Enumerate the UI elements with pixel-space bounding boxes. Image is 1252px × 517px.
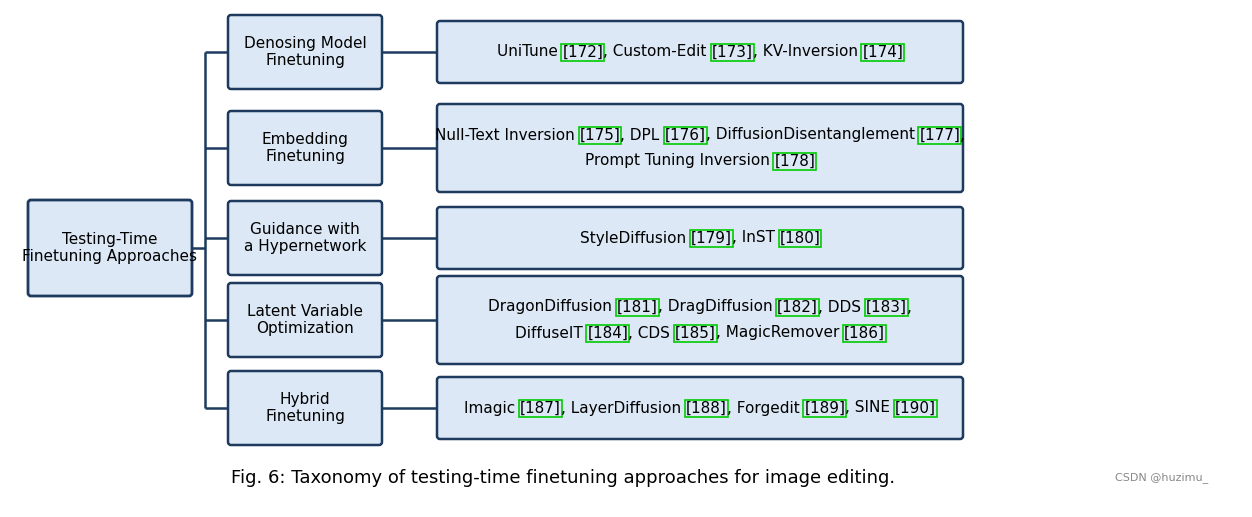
Text: [180]: [180]	[780, 231, 820, 246]
Text: Guidance with
a Hypernetwork: Guidance with a Hypernetwork	[244, 222, 366, 254]
Text: , DragDiffusion: , DragDiffusion	[657, 299, 777, 314]
Text: DiffuseIT: DiffuseIT	[515, 326, 587, 341]
Text: Denosing Model
Finetuning: Denosing Model Finetuning	[244, 36, 367, 68]
Text: Imagic: Imagic	[463, 401, 520, 416]
Text: , DPL: , DPL	[621, 128, 665, 143]
Text: [172]: [172]	[562, 44, 603, 59]
Text: , SINE: , SINE	[845, 401, 895, 416]
Text: DragonDiffusion: DragonDiffusion	[488, 299, 617, 314]
Text: [181]: [181]	[617, 299, 657, 314]
Text: [187]: [187]	[520, 401, 561, 416]
Text: , InST: , InST	[731, 231, 780, 246]
Text: , KV-Inversion: , KV-Inversion	[752, 44, 863, 59]
FancyBboxPatch shape	[437, 276, 963, 364]
FancyBboxPatch shape	[228, 371, 382, 445]
FancyBboxPatch shape	[437, 21, 963, 83]
Text: , MagicRemover: , MagicRemover	[716, 326, 844, 341]
Text: Fig. 6: Taxonomy of testing-time finetuning approaches for image editing.: Fig. 6: Taxonomy of testing-time finetun…	[232, 469, 895, 487]
Text: StyleDiffusion: StyleDiffusion	[580, 231, 691, 246]
Text: Embedding
Finetuning: Embedding Finetuning	[262, 132, 348, 164]
Text: UniTune: UniTune	[497, 44, 562, 59]
Text: Prompt Tuning Inversion: Prompt Tuning Inversion	[585, 154, 775, 169]
FancyBboxPatch shape	[437, 207, 963, 269]
FancyBboxPatch shape	[228, 111, 382, 185]
Text: , LayerDiffusion: , LayerDiffusion	[561, 401, 686, 416]
FancyBboxPatch shape	[228, 15, 382, 89]
FancyBboxPatch shape	[28, 200, 192, 296]
Text: [175]: [175]	[580, 128, 621, 143]
Text: [190]: [190]	[895, 401, 936, 416]
FancyBboxPatch shape	[437, 104, 963, 192]
Text: [184]: [184]	[587, 326, 629, 341]
Text: [186]: [186]	[844, 326, 885, 341]
Text: [182]: [182]	[777, 299, 818, 314]
Text: , DDS: , DDS	[818, 299, 866, 314]
Text: , DiffusionDisentanglement: , DiffusionDisentanglement	[705, 128, 919, 143]
FancyBboxPatch shape	[437, 377, 963, 439]
Text: , Custom-Edit: , Custom-Edit	[603, 44, 711, 59]
Text: [176]: [176]	[665, 128, 705, 143]
FancyBboxPatch shape	[228, 201, 382, 275]
Text: Latent Variable
Optimization: Latent Variable Optimization	[247, 304, 363, 336]
Text: , Forgedit: , Forgedit	[726, 401, 804, 416]
Text: [177]: [177]	[919, 128, 960, 143]
Text: ,: ,	[960, 128, 965, 143]
Text: [183]: [183]	[866, 299, 906, 314]
Text: ,: ,	[906, 299, 911, 314]
Text: [189]: [189]	[804, 401, 845, 416]
Text: Testing-Time
Finetuning Approaches: Testing-Time Finetuning Approaches	[23, 232, 198, 264]
Text: [185]: [185]	[675, 326, 716, 341]
Text: [188]: [188]	[686, 401, 726, 416]
Text: Null-Text Inversion: Null-Text Inversion	[434, 128, 580, 143]
Text: CSDN @huzimu_: CSDN @huzimu_	[1116, 473, 1208, 483]
Text: [179]: [179]	[691, 231, 731, 246]
Text: Hybrid
Finetuning: Hybrid Finetuning	[265, 392, 346, 424]
Text: [173]: [173]	[711, 44, 752, 59]
Text: , CDS: , CDS	[629, 326, 675, 341]
Text: [178]: [178]	[775, 154, 815, 169]
FancyBboxPatch shape	[228, 283, 382, 357]
Text: [174]: [174]	[863, 44, 903, 59]
